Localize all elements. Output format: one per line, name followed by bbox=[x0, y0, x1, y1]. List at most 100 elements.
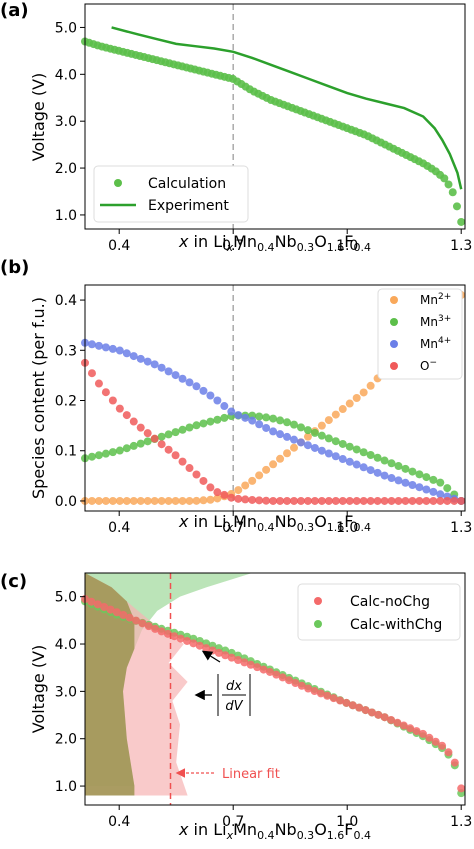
species-point-3 bbox=[129, 417, 138, 426]
species-point-2 bbox=[87, 340, 96, 349]
panel-b-ylabel: Species content (per f.u.) bbox=[29, 297, 48, 499]
panel-c-xtick-label: 1.0 bbox=[336, 814, 358, 830]
species-point-0 bbox=[143, 496, 152, 505]
species-point-1 bbox=[262, 413, 271, 422]
species-point-2 bbox=[185, 378, 194, 387]
nochg-point bbox=[138, 619, 147, 628]
nochg-point bbox=[202, 644, 211, 653]
species-point-3 bbox=[206, 483, 215, 492]
panel-a-xtick-label: 0.7 bbox=[222, 238, 244, 254]
panel-c-ytick-label: 5.0 bbox=[55, 590, 77, 606]
legend-experiment-label: Experiment bbox=[148, 198, 229, 214]
species-point-2 bbox=[213, 396, 222, 405]
species-point-3 bbox=[429, 496, 438, 505]
nochg-point bbox=[278, 673, 287, 682]
species-point-2 bbox=[387, 474, 396, 483]
species-point-1 bbox=[143, 437, 152, 446]
nochg-point bbox=[450, 758, 459, 767]
nochg-point bbox=[195, 641, 204, 650]
legend-calculation-marker bbox=[114, 179, 122, 187]
species-point-2 bbox=[171, 371, 180, 380]
species-point-0 bbox=[150, 496, 159, 505]
species-point-3 bbox=[115, 404, 124, 413]
legend-withchg-label: Calc-withChg bbox=[350, 617, 442, 633]
species-point-1 bbox=[178, 425, 187, 434]
species-point-0 bbox=[122, 496, 131, 505]
species-point-3 bbox=[108, 396, 117, 405]
panel-a-xlabel: x in LixMn0.4Nb0.3O1.6F0.4 bbox=[178, 232, 371, 254]
species-point-1 bbox=[269, 414, 278, 423]
species-point-2 bbox=[352, 460, 361, 469]
legend-species-label: Mn4+ bbox=[420, 336, 451, 351]
species-point-2 bbox=[178, 374, 187, 383]
species-point-2 bbox=[283, 432, 292, 441]
species-point-1 bbox=[213, 415, 222, 424]
panel-b-ytick-label: 0.1 bbox=[55, 444, 77, 460]
nochg-point bbox=[246, 660, 255, 669]
panel-a-legend-box bbox=[93, 165, 249, 223]
species-point-2 bbox=[129, 352, 138, 361]
dxdv-denominator: dV bbox=[225, 699, 243, 714]
experiment-line bbox=[111, 26, 463, 190]
species-point-3 bbox=[171, 451, 180, 460]
species-point-2 bbox=[408, 480, 417, 489]
legend-species-label: O− bbox=[420, 358, 437, 373]
species-point-1 bbox=[296, 423, 305, 432]
panel-b: (b) 0.4 0.7 1.0 1.3 0.0 0.1 0.2 0.3 0.4 Species … bbox=[0, 257, 472, 536]
species-point-2 bbox=[157, 363, 166, 372]
species-point-1 bbox=[276, 416, 285, 425]
species-point-3 bbox=[366, 496, 375, 505]
legend-species-label: Mn3+ bbox=[420, 314, 451, 329]
species-point-2 bbox=[290, 435, 298, 444]
nochg-point bbox=[93, 600, 102, 609]
nochg-point bbox=[106, 605, 115, 614]
species-point-3 bbox=[101, 388, 110, 397]
species-point-3 bbox=[164, 445, 173, 454]
nochg-point bbox=[253, 663, 262, 672]
species-point-2 bbox=[429, 487, 438, 496]
species-point-3 bbox=[352, 496, 361, 505]
panel-b-ytick-label: 0.2 bbox=[55, 394, 77, 410]
species-point-2 bbox=[227, 407, 236, 416]
species-point-1 bbox=[415, 470, 424, 479]
panel-a-ylabel: Voltage (V) bbox=[29, 73, 48, 162]
species-point-1 bbox=[436, 478, 445, 487]
nochg-point bbox=[240, 658, 249, 667]
species-point-0 bbox=[178, 496, 187, 505]
species-point-3 bbox=[178, 457, 187, 466]
nochg-point bbox=[412, 727, 421, 736]
species-point-3 bbox=[185, 464, 194, 473]
species-point-1 bbox=[129, 441, 138, 450]
species-point-0 bbox=[303, 432, 312, 441]
species-point-0 bbox=[248, 476, 257, 485]
species-point-1 bbox=[338, 439, 347, 448]
species-point-1 bbox=[359, 448, 368, 457]
species-point-2 bbox=[206, 391, 215, 400]
species-point-2 bbox=[101, 343, 110, 352]
panel-b-label: (b) bbox=[0, 257, 29, 278]
species-point-2 bbox=[136, 354, 145, 363]
species-point-2 bbox=[401, 478, 410, 487]
nochg-point bbox=[323, 691, 332, 700]
species-point-3 bbox=[283, 496, 292, 505]
nochg-point bbox=[214, 648, 223, 657]
panel-a-ytick-label: 5.0 bbox=[55, 20, 77, 36]
species-point-1 bbox=[331, 437, 340, 446]
species-point-2 bbox=[380, 471, 389, 480]
dxdv-numerator: dx bbox=[226, 679, 242, 694]
species-point-3 bbox=[408, 496, 417, 505]
species-point-1 bbox=[101, 449, 110, 458]
species-point-0 bbox=[213, 494, 222, 503]
panel-c-xtick-label: 1.3 bbox=[450, 814, 472, 830]
dxdv-annotation: dx dV bbox=[194, 650, 251, 716]
nochg-point bbox=[342, 698, 351, 707]
species-point-3 bbox=[317, 496, 326, 505]
panel-c-xlabel: x in LixMn0.4Nb0.3O1.6F0.4 bbox=[178, 820, 371, 842]
panel-a: (a) 0.4 0.7 1.0 1.3 1.0 2.0 3.0 4.0 5.0 Voltage … bbox=[0, 0, 472, 254]
nochg-point bbox=[151, 624, 160, 633]
species-point-2 bbox=[269, 427, 278, 436]
panel-b-legend: Mn2+ Mn3+ Mn4+ O− bbox=[377, 288, 463, 380]
legend-calculation-label: Calculation bbox=[148, 176, 226, 192]
nochg-point bbox=[291, 678, 300, 687]
species-point-1 bbox=[380, 456, 389, 465]
